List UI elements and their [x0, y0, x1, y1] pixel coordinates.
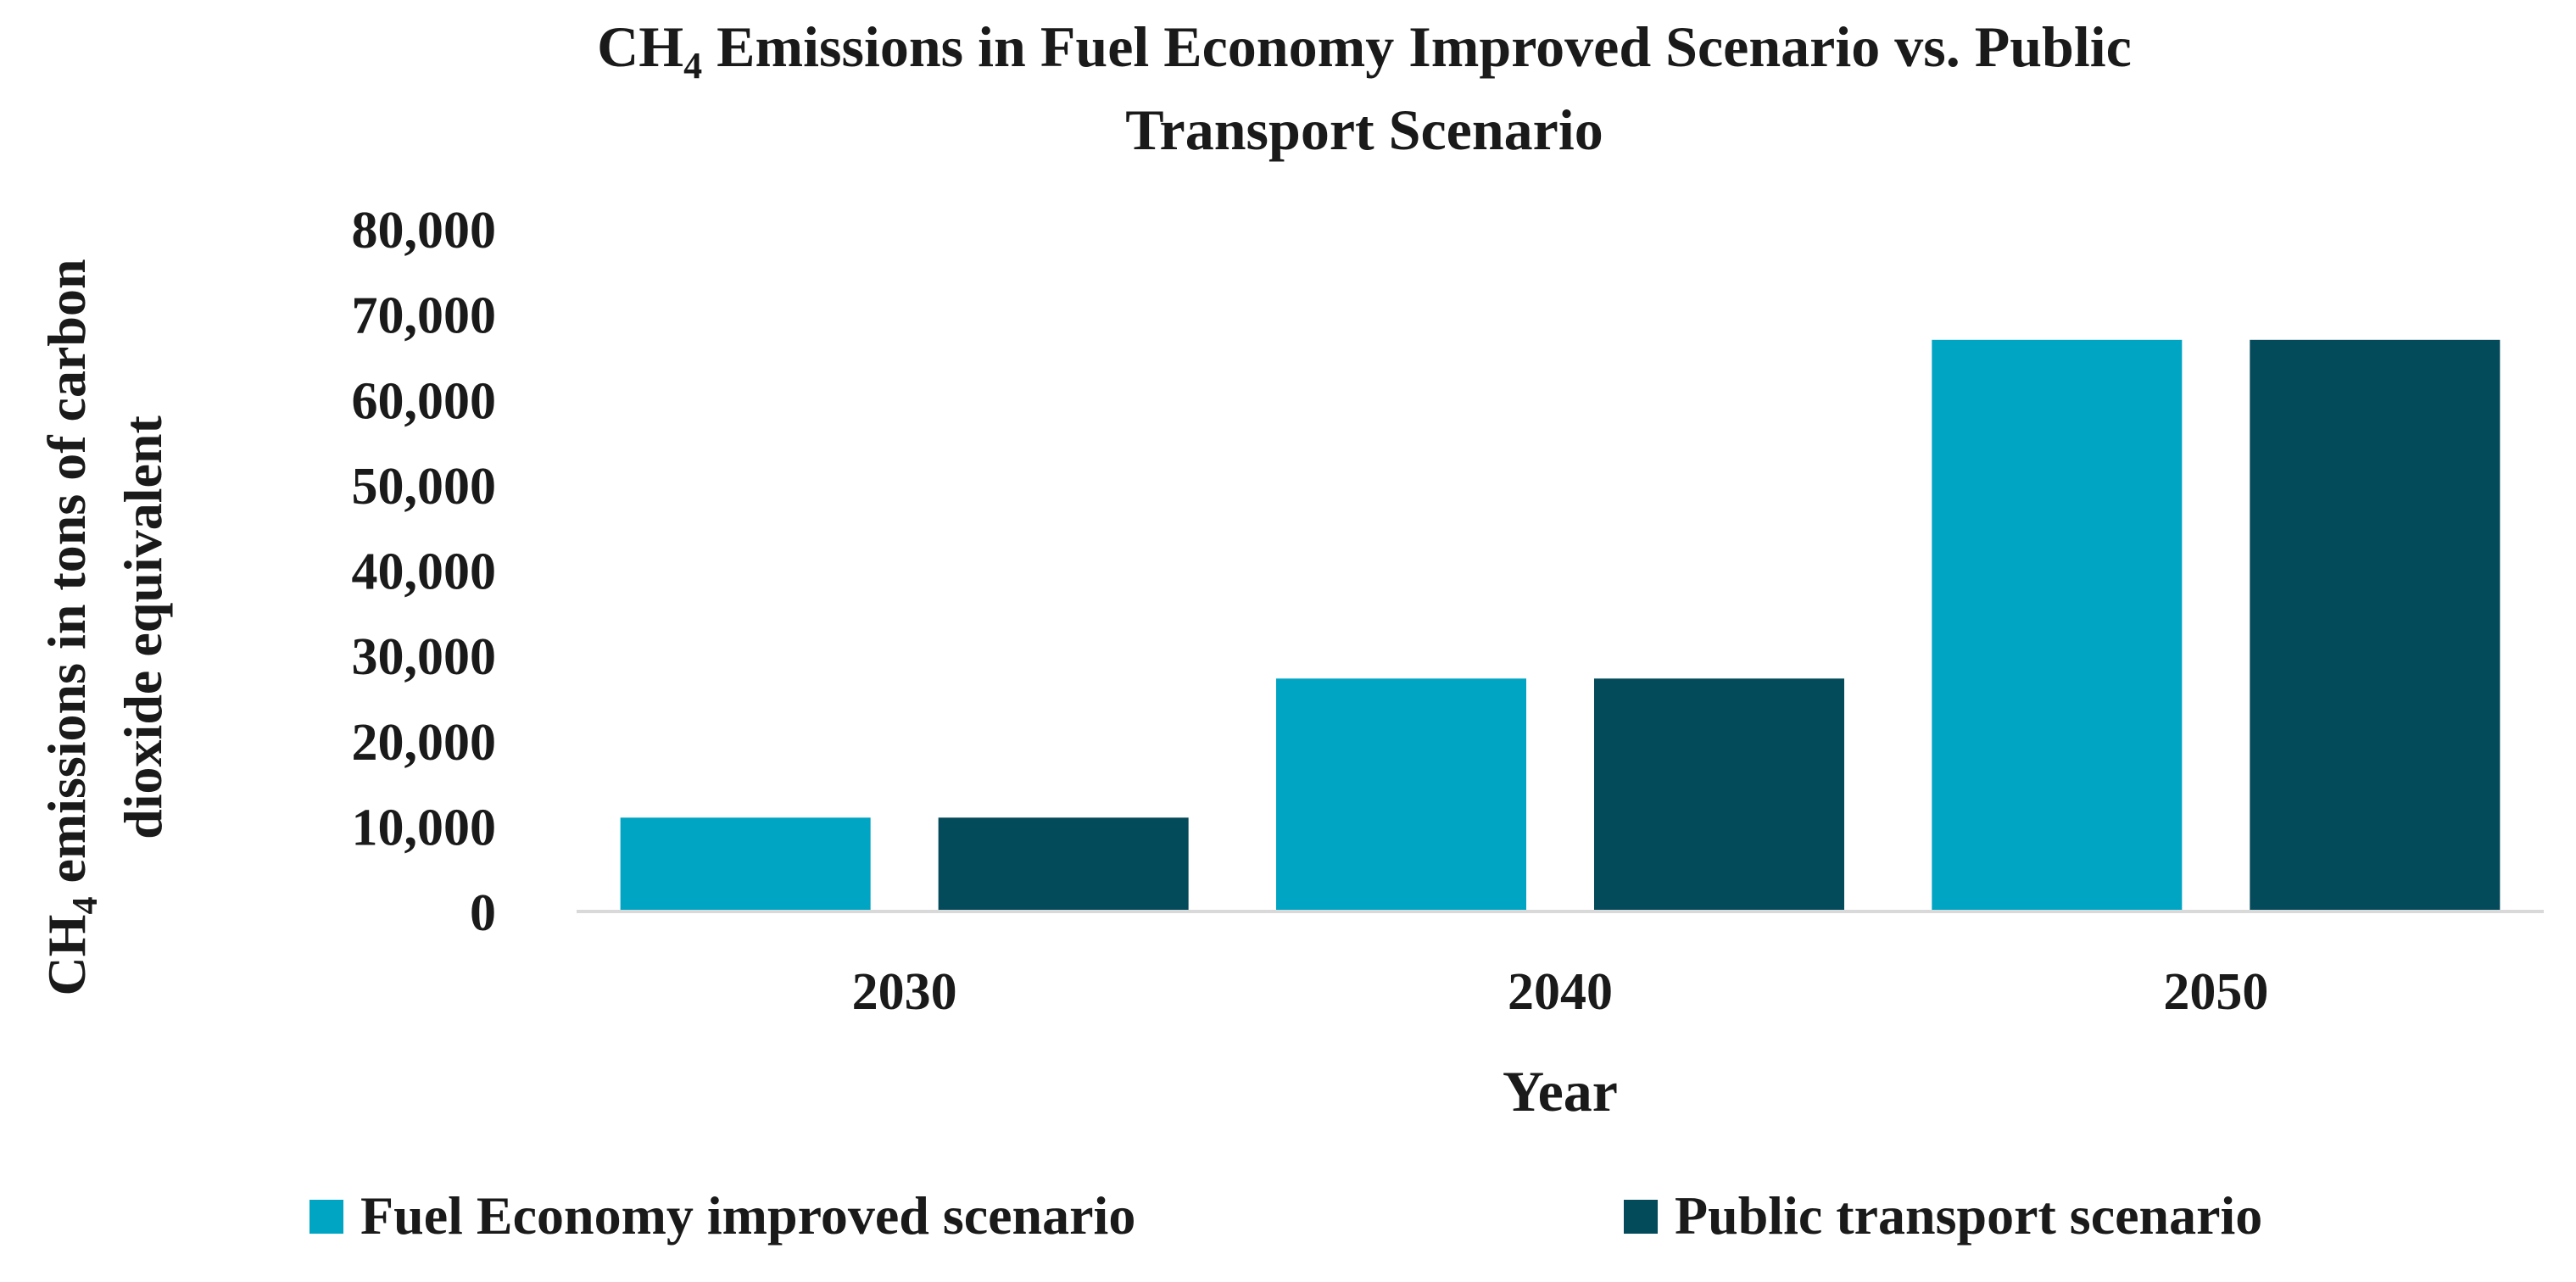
x-axis-title: Year	[1503, 1059, 1618, 1123]
y-tick-label: 80,000	[352, 202, 497, 259]
y-tick-label: 40,000	[352, 543, 497, 601]
legend-label: Public transport scenario	[1675, 1185, 2262, 1246]
y-axis-title-line-2: dioxide equivalent	[113, 415, 173, 839]
chart-title-post: Emissions in Fuel Economy Improved Scena…	[702, 14, 2132, 79]
bar	[1932, 339, 2183, 911]
bar	[938, 817, 1189, 911]
x-tick-label: 2040	[1508, 963, 1613, 1021]
y-tick-label: 50,000	[352, 458, 497, 516]
y-tick-label: 20,000	[352, 714, 497, 772]
bars	[620, 339, 2501, 911]
y-tick-label: 0	[470, 884, 496, 942]
chart-title-pre: CH	[597, 14, 683, 79]
chart-title-sub: 4	[683, 45, 702, 86]
legend-swatch	[309, 1200, 343, 1234]
legend-swatch	[1624, 1200, 1658, 1234]
y-axis-title-pre: CH	[36, 915, 97, 996]
bar	[2250, 339, 2501, 911]
y-axis-title-post: emissions in tons of carbon	[36, 259, 97, 896]
y-axis-title-sub: 4	[66, 897, 105, 915]
y-tick-label: 60,000	[352, 372, 497, 430]
x-tick-label: 2030	[852, 963, 957, 1021]
y-tick-label: 30,000	[352, 628, 497, 686]
bar	[1276, 678, 1526, 911]
y-axis-title-line-1: CH4 emissions in tons of carbon	[36, 259, 105, 995]
chart-title-line-2: Transport Scenario	[1125, 98, 1603, 162]
chart-title-line-1: CH4 Emissions in Fuel Economy Improved S…	[597, 14, 2132, 86]
bar	[620, 817, 871, 911]
legend: Fuel Economy improved scenario Public tra…	[309, 1185, 2262, 1246]
y-axis-ticks: 0 10,000 20,000 30,000 40,000 50,000 60,000 70,…	[352, 202, 497, 942]
y-tick-label: 10,000	[352, 799, 497, 856]
x-axis-ticks: 2030 2040 2050	[852, 963, 2269, 1021]
x-tick-label: 2050	[2163, 963, 2268, 1021]
y-tick-label: 70,000	[352, 287, 497, 345]
y-axis-title: CH4 emissions in tons of carbon dioxide …	[36, 259, 173, 995]
legend-label: Fuel Economy improved scenario	[360, 1185, 1135, 1246]
bar	[1594, 678, 1844, 911]
